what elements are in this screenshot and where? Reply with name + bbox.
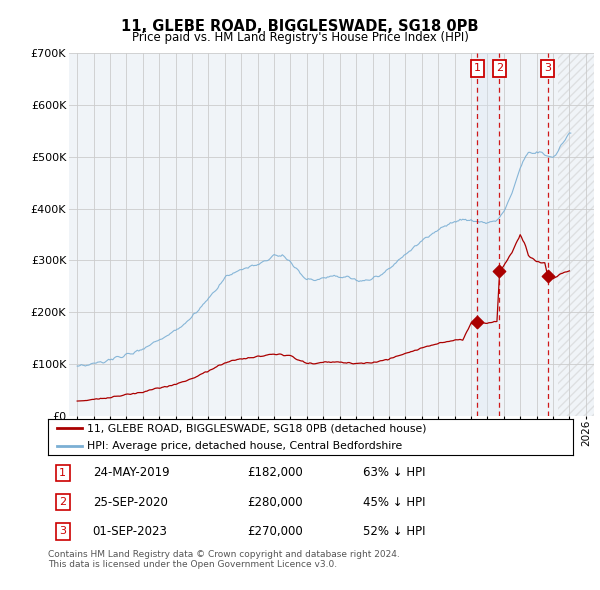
Bar — [559, 53, 594, 416]
Text: 3: 3 — [59, 526, 66, 536]
Text: 01-SEP-2023: 01-SEP-2023 — [92, 525, 167, 537]
Text: 24-MAY-2019: 24-MAY-2019 — [92, 467, 169, 480]
Text: 1: 1 — [59, 468, 66, 478]
Text: HPI: Average price, detached house, Central Bedfordshire: HPI: Average price, detached house, Cent… — [88, 441, 403, 451]
Text: Price paid vs. HM Land Registry's House Price Index (HPI): Price paid vs. HM Land Registry's House … — [131, 31, 469, 44]
Text: 2: 2 — [496, 64, 503, 74]
Text: 2: 2 — [59, 497, 66, 507]
Text: 11, GLEBE ROAD, BIGGLESWADE, SG18 0PB (detached house): 11, GLEBE ROAD, BIGGLESWADE, SG18 0PB (d… — [88, 423, 427, 433]
Bar — [477, 53, 499, 416]
Text: 3: 3 — [544, 64, 551, 74]
Text: 52% ↓ HPI: 52% ↓ HPI — [363, 525, 425, 537]
Bar — [559, 53, 594, 416]
Text: Contains HM Land Registry data © Crown copyright and database right 2024.
This d: Contains HM Land Registry data © Crown c… — [48, 550, 400, 569]
Point — [494, 266, 504, 276]
Text: £182,000: £182,000 — [248, 467, 303, 480]
Point — [472, 317, 482, 326]
Text: 63% ↓ HPI: 63% ↓ HPI — [363, 467, 425, 480]
Text: 11, GLEBE ROAD, BIGGLESWADE, SG18 0PB: 11, GLEBE ROAD, BIGGLESWADE, SG18 0PB — [121, 19, 479, 34]
Text: £270,000: £270,000 — [248, 525, 303, 537]
Text: 25-SEP-2020: 25-SEP-2020 — [92, 496, 167, 509]
Text: 45% ↓ HPI: 45% ↓ HPI — [363, 496, 425, 509]
Text: £280,000: £280,000 — [248, 496, 303, 509]
Text: 1: 1 — [473, 64, 481, 74]
Point — [543, 271, 553, 281]
